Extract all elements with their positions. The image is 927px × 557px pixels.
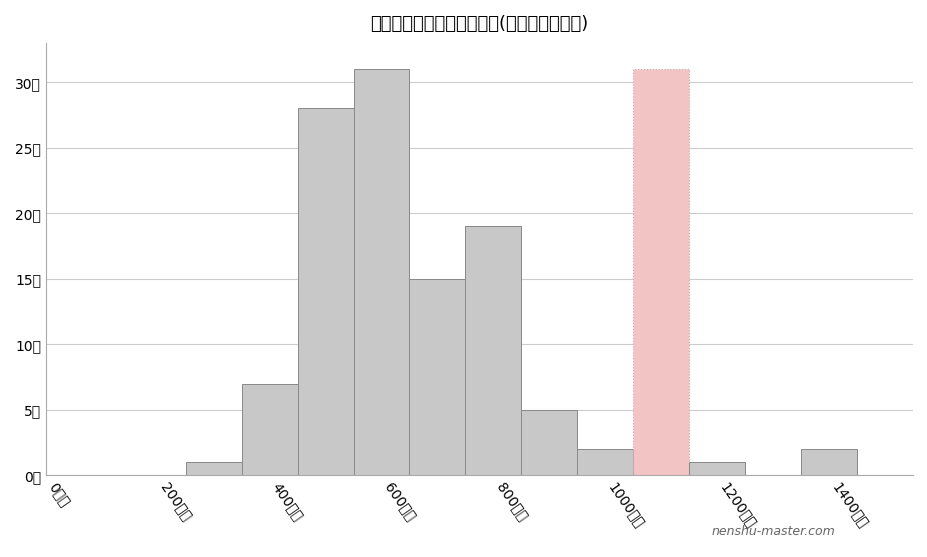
Title: 豊田通商の年収ポジション(商社・卸売業内): 豊田通商の年収ポジション(商社・卸売業内) (370, 15, 588, 33)
Bar (800, 449, 857, 476)
Bar (409, 279, 465, 476)
Bar (632, 69, 689, 476)
Bar (185, 462, 241, 476)
Bar (689, 462, 744, 476)
Bar (577, 449, 632, 476)
Bar (521, 410, 577, 476)
Bar (465, 226, 521, 476)
Bar (353, 69, 409, 476)
Bar (241, 384, 298, 476)
Text: nenshu-master.com: nenshu-master.com (711, 525, 834, 538)
Bar (298, 109, 353, 476)
